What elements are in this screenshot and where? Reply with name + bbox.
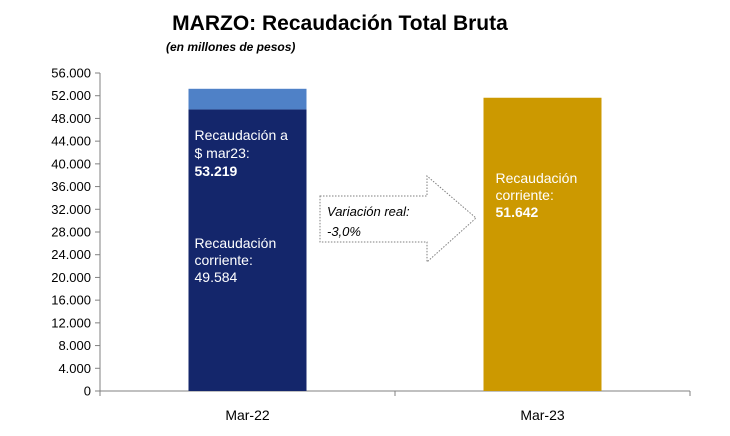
bar-mar22-base-label-1: Recaudación — [195, 235, 277, 251]
y-tick-label: 4.000 — [58, 361, 91, 376]
y-tick-label: 56.000 — [51, 66, 91, 81]
x-tick-label: Mar-23 — [520, 407, 565, 423]
bar-mar22-base-label-2: corriente: — [195, 252, 253, 268]
variation-arrow: Variación real: -3,0% — [319, 174, 477, 264]
axes: 56.000 52.000 48.000 44.000 40.000 36.000 32.0… — [51, 66, 691, 423]
chart-title: MARZO: Recaudación Total Bruta — [172, 12, 508, 35]
bar-mar22-value-label: 53.219 — [195, 163, 238, 179]
y-tick-label: 8.000 — [58, 338, 91, 353]
variation-label: Variación real: — [327, 204, 410, 219]
y-tick-label: 52.000 — [51, 88, 91, 103]
bars: Recaudación a$ mar23:53.219Recaudaciónco… — [188, 88, 602, 391]
y-tick-label: 0 — [84, 384, 91, 399]
x-tick-label: Mar-22 — [225, 407, 270, 423]
bar-mar22-label-1: Recaudación a — [195, 127, 289, 143]
y-tick-label: 32.000 — [51, 202, 91, 217]
bar-mar23-label-1: Recaudación — [496, 170, 578, 186]
y-tick-label: 36.000 — [51, 179, 91, 194]
y-tick-label: 12.000 — [51, 315, 91, 330]
y-tick-label: 28.000 — [51, 225, 91, 240]
y-tick-label: 24.000 — [51, 247, 91, 262]
bar-mar23-label-2: corriente: — [496, 187, 554, 203]
bar-mar23-value-label: 51.642 — [496, 204, 539, 220]
bar-mar22-label-2: $ mar23: — [195, 145, 250, 161]
bar-mar23-corriente — [483, 97, 602, 391]
y-tick-label: 16.000 — [51, 293, 91, 308]
chart-subtitle: (en millones de pesos) — [166, 40, 295, 54]
bar-mar22-corriente — [188, 109, 307, 391]
y-tick-label: 44.000 — [51, 134, 91, 149]
arrow-shape — [319, 174, 477, 264]
y-tick-label: 48.000 — [51, 111, 91, 126]
bar-mar22-base-value-label: 49.584 — [195, 269, 238, 285]
y-tick-label: 20.000 — [51, 270, 91, 285]
bar-mar22-ajuste — [188, 88, 307, 110]
y-tick-label: 40.000 — [51, 156, 91, 171]
variation-value: -3,0% — [327, 224, 361, 239]
